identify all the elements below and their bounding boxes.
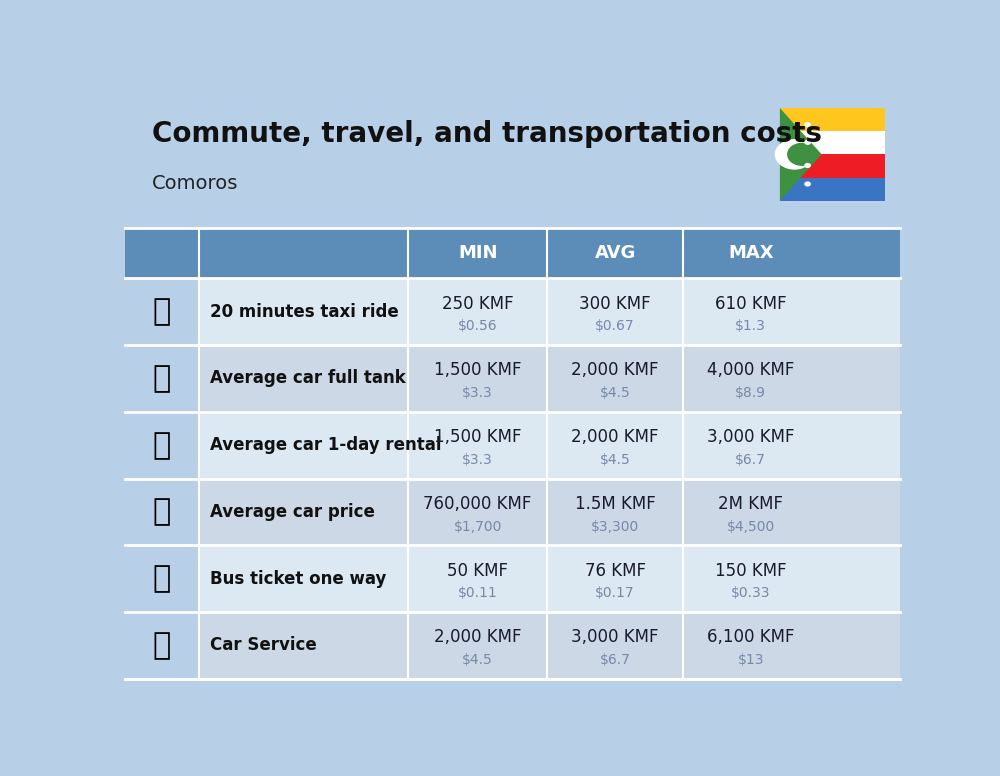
FancyBboxPatch shape bbox=[199, 345, 900, 412]
Text: 250 KMF: 250 KMF bbox=[442, 295, 513, 313]
Text: 6,100 KMF: 6,100 KMF bbox=[707, 629, 795, 646]
Text: $0.56: $0.56 bbox=[458, 320, 497, 334]
Text: 4,000 KMF: 4,000 KMF bbox=[707, 362, 794, 379]
Text: 🚕: 🚕 bbox=[153, 297, 171, 326]
Text: 76 KMF: 76 KMF bbox=[585, 562, 646, 580]
Circle shape bbox=[787, 143, 817, 166]
Text: $4,500: $4,500 bbox=[727, 520, 775, 534]
Text: 🚙: 🚙 bbox=[153, 431, 171, 459]
Text: 🔧: 🔧 bbox=[153, 631, 171, 660]
Text: $0.11: $0.11 bbox=[458, 587, 498, 601]
Text: Car Service: Car Service bbox=[210, 636, 317, 654]
FancyBboxPatch shape bbox=[125, 279, 199, 345]
Text: 3,000 KMF: 3,000 KMF bbox=[571, 629, 659, 646]
Text: $3.3: $3.3 bbox=[462, 453, 493, 467]
Circle shape bbox=[804, 140, 811, 145]
Circle shape bbox=[775, 139, 814, 170]
Text: 50 KMF: 50 KMF bbox=[447, 562, 508, 580]
FancyBboxPatch shape bbox=[199, 412, 900, 479]
Text: 20 minutes taxi ride: 20 minutes taxi ride bbox=[210, 303, 399, 320]
FancyBboxPatch shape bbox=[125, 612, 199, 679]
Text: $0.17: $0.17 bbox=[595, 587, 635, 601]
Circle shape bbox=[804, 163, 811, 168]
Text: 300 KMF: 300 KMF bbox=[579, 295, 651, 313]
Text: AVG: AVG bbox=[594, 244, 636, 262]
Text: 2M KMF: 2M KMF bbox=[718, 495, 783, 513]
Text: $0.67: $0.67 bbox=[595, 320, 635, 334]
FancyBboxPatch shape bbox=[780, 131, 885, 154]
Text: 610 KMF: 610 KMF bbox=[715, 295, 787, 313]
Text: 🚗: 🚗 bbox=[153, 497, 171, 526]
Text: Average car price: Average car price bbox=[210, 503, 375, 521]
Text: MAX: MAX bbox=[728, 244, 774, 262]
FancyBboxPatch shape bbox=[199, 479, 900, 546]
Text: Bus ticket one way: Bus ticket one way bbox=[210, 570, 387, 587]
Text: $0.33: $0.33 bbox=[731, 587, 771, 601]
FancyBboxPatch shape bbox=[125, 227, 900, 279]
Text: 760,000 KMF: 760,000 KMF bbox=[423, 495, 532, 513]
FancyBboxPatch shape bbox=[199, 612, 900, 679]
Text: $6.7: $6.7 bbox=[735, 453, 766, 467]
Text: 🚌: 🚌 bbox=[153, 564, 171, 593]
FancyBboxPatch shape bbox=[780, 178, 885, 201]
Text: Average car 1-day rental: Average car 1-day rental bbox=[210, 436, 442, 454]
Polygon shape bbox=[780, 108, 822, 201]
Text: $4.5: $4.5 bbox=[600, 386, 631, 400]
Text: 1.5M KMF: 1.5M KMF bbox=[575, 495, 656, 513]
Text: MIN: MIN bbox=[458, 244, 497, 262]
Text: Commute, travel, and transportation costs: Commute, travel, and transportation cost… bbox=[152, 120, 822, 148]
Text: $8.9: $8.9 bbox=[735, 386, 766, 400]
FancyBboxPatch shape bbox=[125, 345, 199, 412]
FancyBboxPatch shape bbox=[125, 479, 199, 546]
Text: 2,000 KMF: 2,000 KMF bbox=[434, 629, 521, 646]
Text: ⛽: ⛽ bbox=[153, 364, 171, 393]
Text: $3,300: $3,300 bbox=[591, 520, 639, 534]
FancyBboxPatch shape bbox=[125, 93, 900, 691]
Text: 1,500 KMF: 1,500 KMF bbox=[434, 428, 521, 446]
FancyBboxPatch shape bbox=[125, 546, 199, 612]
Text: 2,000 KMF: 2,000 KMF bbox=[571, 428, 659, 446]
Text: $3.3: $3.3 bbox=[462, 386, 493, 400]
FancyBboxPatch shape bbox=[780, 108, 885, 131]
Text: $13: $13 bbox=[738, 653, 764, 667]
Text: 1,500 KMF: 1,500 KMF bbox=[434, 362, 521, 379]
Text: Average car full tank: Average car full tank bbox=[210, 369, 406, 387]
Text: $1.3: $1.3 bbox=[735, 320, 766, 334]
FancyBboxPatch shape bbox=[125, 412, 199, 479]
Text: $4.5: $4.5 bbox=[462, 653, 493, 667]
FancyBboxPatch shape bbox=[199, 546, 900, 612]
Text: $6.7: $6.7 bbox=[600, 653, 631, 667]
Text: 150 KMF: 150 KMF bbox=[715, 562, 787, 580]
FancyBboxPatch shape bbox=[780, 154, 885, 178]
Text: Comoros: Comoros bbox=[152, 174, 239, 192]
Circle shape bbox=[804, 182, 811, 186]
Text: 2,000 KMF: 2,000 KMF bbox=[571, 362, 659, 379]
Circle shape bbox=[804, 122, 811, 127]
FancyBboxPatch shape bbox=[199, 279, 900, 345]
Text: $4.5: $4.5 bbox=[600, 453, 631, 467]
Text: 3,000 KMF: 3,000 KMF bbox=[707, 428, 795, 446]
Text: $1,700: $1,700 bbox=[453, 520, 502, 534]
